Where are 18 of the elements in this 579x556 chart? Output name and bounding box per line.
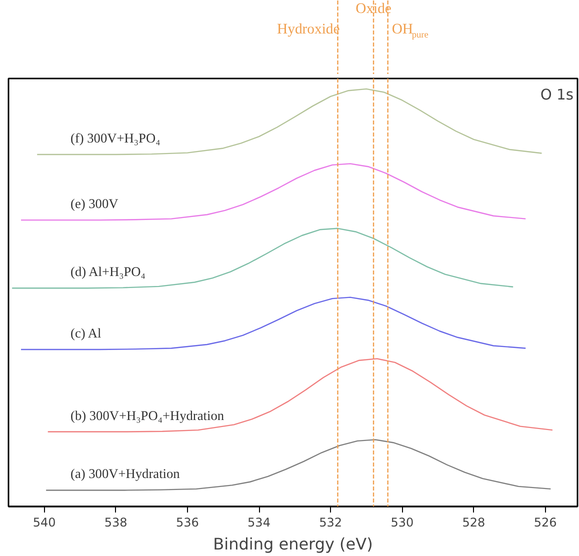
x-tick-label: 530	[390, 516, 414, 530]
x-tick-label: 526	[534, 516, 557, 530]
annotation: O 1s	[540, 86, 574, 104]
series-label: (a) 300V+Hydration	[70, 466, 180, 482]
series-label: (e) 300V	[70, 196, 119, 212]
x-tick-label: 528	[462, 516, 486, 530]
series-label: (f) 300V+H₃PO₄	[70, 130, 161, 146]
x-axis-title: Binding energy (eV)	[213, 534, 373, 554]
series-label: (d) Al+H₃PO₄	[70, 264, 146, 280]
x-tick-label: 540	[32, 516, 56, 530]
x-tick-label: 532	[319, 516, 342, 530]
x-tick-label: 536	[176, 516, 199, 530]
ref-line-label: Oxide	[356, 0, 392, 17]
x-tick-label: 538	[104, 516, 128, 530]
series-label: (c) Al	[70, 325, 102, 340]
series-label: (b) 300V+H₃PO₄+Hydration	[70, 408, 224, 423]
x-tick-label: 534	[248, 516, 270, 530]
ref-line-label: Hydroxide	[277, 22, 340, 38]
